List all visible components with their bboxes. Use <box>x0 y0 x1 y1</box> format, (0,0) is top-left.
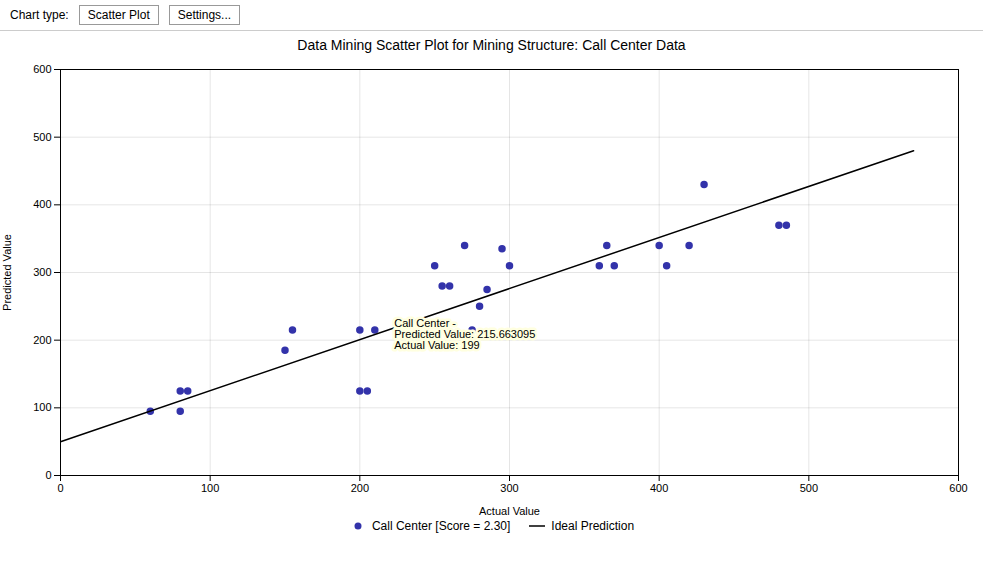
svg-text:200: 200 <box>33 334 51 346</box>
svg-text:200: 200 <box>351 482 369 494</box>
html-text:Data Mining Scatter Plot for M: Data Mining Scatter Plot for Mining Stru… <box>297 37 686 53</box>
svg-text:300: 300 <box>500 482 518 494</box>
svg-text:100: 100 <box>33 401 51 413</box>
svg-text:Predicted Value: Predicted Value <box>1 234 13 311</box>
html-text:Settings...: Settings... <box>177 8 232 22</box>
svg-text:Call Center -Predicted Value:: Call Center -Predicted Value: 215.663095… <box>394 317 535 351</box>
svg-text:600: 600 <box>33 63 51 75</box>
svg-text:0: 0 <box>45 469 51 481</box>
svg-text:Actual Value: Actual Value <box>479 505 540 517</box>
svg-text:400: 400 <box>650 482 668 494</box>
svg-text:300: 300 <box>33 266 51 278</box>
html-text:Scatter Plot: Scatter Plot <box>87 8 150 22</box>
svg-text:100: 100 <box>201 482 219 494</box>
svg-text:0: 0 <box>57 482 63 494</box>
svg-text:500: 500 <box>800 482 818 494</box>
html-text:Chart type:: Chart type: <box>10 8 69 22</box>
html-text:Call Center [Score = 2.30]: Call Center [Score = 2.30] <box>371 519 511 533</box>
svg-text:400: 400 <box>33 198 51 210</box>
svg-text:500: 500 <box>33 131 51 143</box>
svg-text:600: 600 <box>949 482 967 494</box>
html-text:Ideal Prediction: Ideal Prediction <box>551 519 635 533</box>
